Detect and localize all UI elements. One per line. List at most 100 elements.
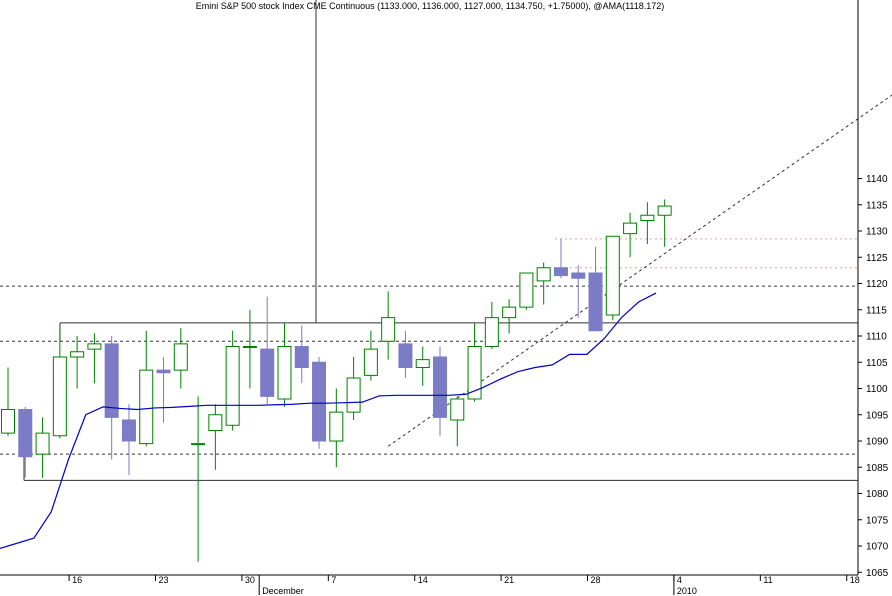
- month-label: 2010: [677, 586, 697, 596]
- y-tick-label: 1075: [866, 515, 889, 526]
- candle-up: [640, 202, 655, 245]
- candle-down: [588, 246, 603, 332]
- candle-body: [640, 214, 655, 221]
- y-tick-label: 1100: [866, 384, 888, 395]
- candle-up: [1, 367, 15, 436]
- candle-body: [484, 317, 499, 347]
- candle-up: [87, 333, 102, 384]
- candle-up: [191, 396, 206, 562]
- candle-up: [415, 346, 430, 386]
- x-tick-label: 7: [331, 575, 336, 585]
- y-tick-label: 1130: [866, 227, 888, 238]
- candle-body: [381, 317, 396, 342]
- candle-body: [260, 348, 275, 397]
- candle-body: [502, 306, 517, 319]
- candle-down: [121, 404, 136, 476]
- y-axis: 1065 1070 1075 1080 1085 1090 1095 1100 1105 1110…: [858, 174, 889, 579]
- candle-body: [450, 398, 465, 421]
- candle-body: [433, 356, 447, 418]
- candle-up: [277, 322, 292, 407]
- y-tick-label: 1085: [866, 463, 889, 474]
- candle-up: [225, 330, 240, 431]
- candle-down: [294, 325, 309, 384]
- y-tick-label: 1110: [866, 332, 887, 343]
- candle-up: [605, 235, 620, 321]
- candle-body: [173, 343, 188, 371]
- candle-up: [52, 325, 67, 439]
- candle-up: [35, 417, 50, 478]
- x-tick-label: 30: [245, 575, 255, 585]
- candle-body: [156, 369, 171, 374]
- y-tick-label: 1135: [866, 200, 888, 211]
- x-tick-label: 18: [850, 575, 860, 585]
- candle-up: [363, 330, 378, 381]
- x-tick-label: 11: [763, 575, 772, 585]
- candle-body: [121, 419, 136, 442]
- y-tick-label: 1105: [866, 358, 888, 369]
- candle-down: [18, 406, 33, 478]
- candle-up: [208, 404, 223, 470]
- candle-body: [191, 443, 206, 446]
- candle-up: [70, 336, 85, 389]
- trend-line: [387, 94, 892, 447]
- candle-body: [1, 409, 15, 434]
- y-tick-label: 1095: [866, 410, 889, 421]
- candle-body: [588, 272, 603, 332]
- candle-down: [571, 265, 586, 318]
- candle-body: [398, 343, 413, 368]
- x-tick-label: 23: [159, 575, 169, 585]
- candle-up: [467, 322, 482, 402]
- candle-down: [260, 296, 275, 405]
- y-tick-label: 1125: [866, 253, 888, 264]
- candle-up: [139, 330, 154, 447]
- candle-body: [415, 359, 430, 368]
- candle-up: [242, 309, 257, 389]
- x-tick-label: 28: [591, 575, 601, 585]
- candle-body: [104, 343, 119, 418]
- candle-up: [329, 388, 344, 468]
- candle-down: [553, 238, 568, 279]
- candle-body: [52, 356, 67, 437]
- candle-body: [312, 361, 327, 442]
- candle-up: [519, 272, 534, 310]
- candle-body: [208, 414, 223, 431]
- level-lines: [0, 0, 858, 481]
- candle-body: [605, 235, 620, 316]
- candle-up: [173, 328, 188, 389]
- month-label: December: [262, 586, 304, 596]
- y-tick-label: 1080: [866, 489, 889, 500]
- candle-up: [346, 357, 361, 420]
- y-tick-label: 1090: [866, 437, 889, 448]
- candle-body: [363, 348, 378, 376]
- x-axis: 16 23 30 7 14 21 28 4 11 18 December 2010: [68, 575, 860, 596]
- y-tick-label: 1120: [866, 279, 888, 290]
- candle-body: [35, 432, 50, 455]
- candle-body: [18, 409, 33, 458]
- candle-body: [294, 346, 309, 368]
- candle-body: [467, 346, 482, 400]
- candle-up: [502, 299, 517, 334]
- candle-body: [553, 267, 568, 277]
- candle-body: [329, 411, 344, 442]
- x-tick-label: 16: [72, 575, 82, 585]
- candle-body: [225, 346, 240, 426]
- candle-body: [519, 272, 534, 308]
- candle-up: [623, 212, 638, 258]
- candle-body: [70, 351, 85, 358]
- candle-body: [536, 267, 551, 282]
- candle-down: [104, 336, 119, 460]
- y-tick-label: 1070: [866, 542, 889, 553]
- candle-up: [381, 291, 396, 360]
- candle-body: [346, 377, 361, 413]
- ama-line: [0, 292, 657, 550]
- candle-body: [657, 205, 672, 216]
- chart-title: Emini S&P 500 stock Index CME Continuous…: [195, 1, 665, 11]
- candles: [1, 199, 672, 562]
- candle-body: [139, 369, 154, 445]
- candle-down: [156, 357, 171, 423]
- y-tick-label: 1115: [866, 305, 887, 316]
- candle-body: [277, 346, 292, 400]
- candle-body: [623, 222, 638, 235]
- x-tick-label: 14: [418, 575, 428, 585]
